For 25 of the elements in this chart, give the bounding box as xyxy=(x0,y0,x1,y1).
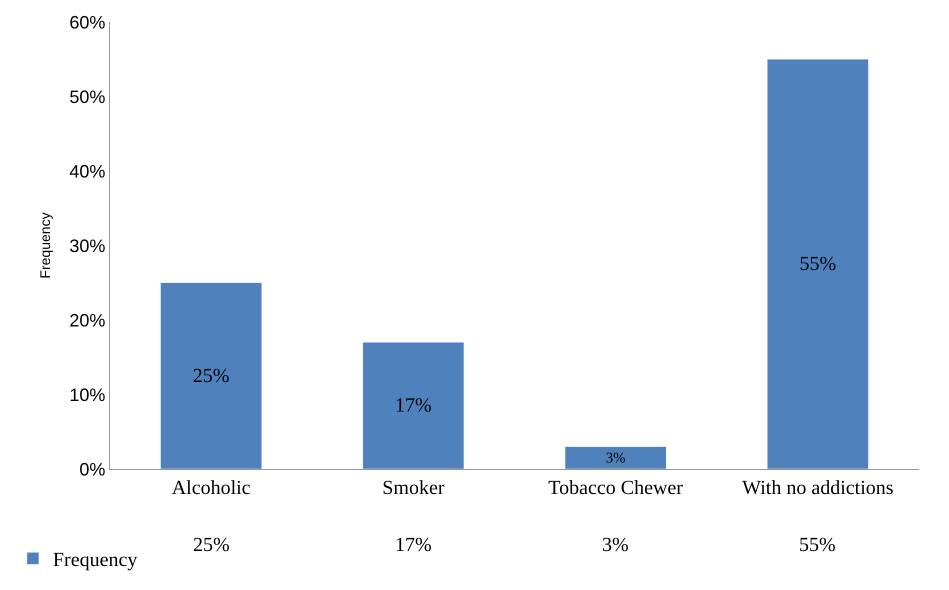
text: 25% xyxy=(192,364,230,387)
data-label: 25% xyxy=(193,534,230,556)
x-tick-label: With no addictions xyxy=(742,477,894,499)
data-label: 55% xyxy=(799,534,836,556)
y-axis-title: Frequency xyxy=(36,212,53,279)
bar xyxy=(564,446,666,469)
y-tick-label: 30% xyxy=(69,236,106,256)
x-tick-label: Alcoholic xyxy=(172,477,251,499)
y-tick-label: 60% xyxy=(69,12,106,32)
text: 17% xyxy=(395,394,432,417)
x-tick-label: Tobacco Chewer xyxy=(548,477,684,499)
data-label: 3% xyxy=(602,534,629,556)
x-tick-label: Smoker xyxy=(382,477,445,499)
y-tick-label: 0% xyxy=(79,459,106,480)
bar xyxy=(160,282,262,469)
data-label: 17% xyxy=(395,534,432,556)
bar xyxy=(362,342,464,469)
bar xyxy=(767,59,869,469)
legend-label: Frequency xyxy=(52,549,138,572)
y-tick-label: 10% xyxy=(69,384,106,405)
text: 3% xyxy=(606,450,626,466)
text: 55% xyxy=(800,253,836,276)
y-tick-label: 50% xyxy=(69,86,106,107)
y-tick-label: 40% xyxy=(69,161,106,182)
y-tick-label: 20% xyxy=(69,310,106,330)
